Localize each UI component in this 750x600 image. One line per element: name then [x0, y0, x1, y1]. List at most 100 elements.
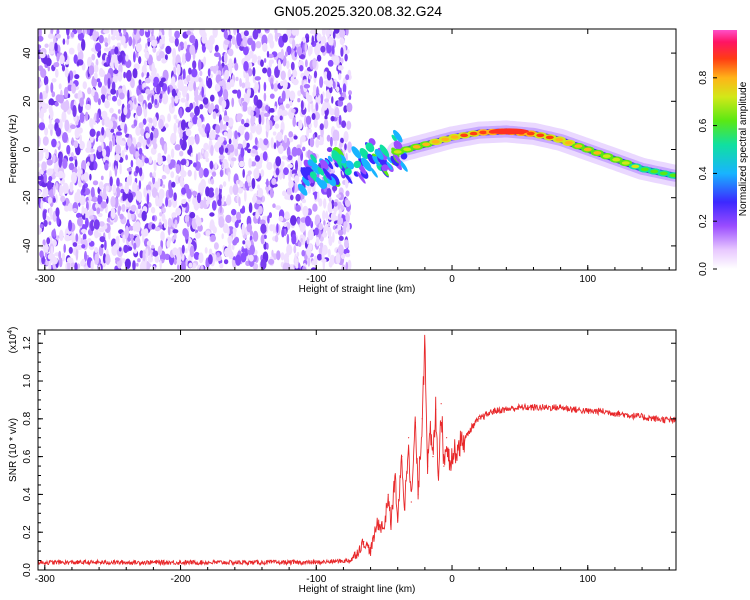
noise-blob	[208, 254, 213, 265]
noise-blob	[121, 150, 125, 159]
noise-blob	[280, 70, 286, 81]
noise-blob	[48, 98, 55, 106]
noise-blob	[59, 54, 65, 65]
noise-blob	[104, 42, 109, 47]
noise-blob	[332, 129, 339, 141]
snr-y-axis-label: SNR (10 * v/v)	[8, 418, 19, 482]
spectrogram-y-axis-label: Frequency (Hz)	[8, 115, 19, 184]
noise-blob	[157, 177, 161, 187]
noise-blob	[266, 161, 273, 171]
noise-blob	[96, 112, 99, 124]
noise-blob	[243, 61, 249, 72]
snr-frame	[37, 329, 677, 571]
noise-blob	[79, 195, 86, 206]
noise-blob	[162, 207, 166, 214]
noise-blob	[307, 255, 311, 267]
noise-blob	[295, 204, 301, 212]
noise-blob	[79, 134, 82, 145]
noise-blob	[217, 136, 222, 148]
noise-blob	[143, 60, 148, 68]
noise-blob	[219, 169, 224, 178]
noise-blob	[281, 161, 285, 168]
noise-blob	[151, 223, 156, 230]
noise-blob	[260, 258, 267, 270]
noise-blob	[151, 95, 154, 104]
noise-blob	[123, 106, 128, 116]
noise-blob	[257, 29, 261, 34]
transition-blob	[370, 167, 378, 178]
noise-blob	[192, 60, 197, 70]
noise-blob	[132, 181, 138, 194]
noise-blob	[93, 91, 99, 103]
noise-blob	[82, 184, 86, 194]
noise-blob	[87, 87, 92, 95]
noise-blob	[263, 234, 267, 239]
noise-blob	[281, 228, 285, 238]
noise-blob	[171, 181, 176, 188]
noise-blob	[286, 244, 293, 256]
noise-blob	[224, 69, 230, 81]
noise-blob	[267, 215, 270, 224]
noise-blob	[46, 180, 53, 190]
noise-blob	[188, 262, 193, 268]
noise-blob	[123, 244, 129, 254]
transition-blob	[297, 183, 308, 196]
noise-blob	[274, 123, 280, 129]
noise-blob	[300, 100, 304, 111]
noise-blob	[150, 206, 156, 214]
noise-blob	[133, 51, 136, 63]
noise-blob	[99, 236, 106, 243]
noise-blob	[280, 48, 284, 61]
noise-blob	[39, 224, 44, 229]
noise-blob	[215, 124, 221, 134]
noise-blob	[50, 29, 54, 35]
transition-blob	[391, 134, 398, 142]
snr-data-point	[421, 418, 423, 420]
noise-blob	[306, 126, 309, 139]
spectrogram-y-tick-label: -40	[22, 238, 33, 253]
noise-blob	[244, 131, 250, 141]
noise-blob	[136, 262, 139, 267]
noise-blob	[145, 29, 149, 33]
trace-blob-core	[545, 135, 554, 140]
noise-blob	[225, 214, 232, 224]
noise-blob	[220, 119, 223, 131]
noise-blob	[345, 199, 351, 207]
noise-blob	[170, 171, 175, 179]
noise-blob	[155, 195, 159, 207]
noise-blob	[167, 86, 170, 95]
noise-blob	[189, 211, 196, 219]
noise-blob	[198, 59, 202, 71]
noise-blob	[295, 193, 301, 202]
snr-scale-label: (x104)	[7, 327, 19, 354]
noise-blob	[326, 147, 333, 153]
snr-data-point	[363, 541, 365, 543]
snr-data-point	[437, 474, 439, 477]
noise-blob	[105, 253, 111, 266]
colorbar-tick-label: 0.2	[698, 214, 709, 228]
noise-blob	[336, 252, 340, 257]
noise-blob	[167, 217, 172, 228]
noise-blob	[98, 245, 104, 257]
noise-blob	[231, 215, 237, 223]
noise-blob	[339, 29, 346, 39]
noise-blob	[144, 157, 149, 164]
noise-blob	[242, 240, 246, 245]
noise-blob	[113, 243, 120, 251]
noise-blob	[304, 41, 308, 53]
noise-blob	[128, 36, 133, 47]
noise-blob	[224, 39, 230, 46]
noise-blob	[291, 233, 297, 245]
spectrogram-x-tick-label: -100	[306, 274, 326, 285]
noise-blob	[269, 187, 274, 199]
snr-data-point	[349, 560, 351, 562]
noise-blob	[205, 186, 210, 197]
noise-blob	[233, 29, 237, 36]
noise-blob	[243, 30, 249, 37]
noise-blob	[236, 211, 241, 221]
noise-blob	[44, 43, 49, 48]
noise-blob	[298, 119, 303, 130]
noise-blob	[314, 214, 321, 224]
noise-blob	[88, 65, 95, 76]
noise-blob	[290, 215, 297, 226]
